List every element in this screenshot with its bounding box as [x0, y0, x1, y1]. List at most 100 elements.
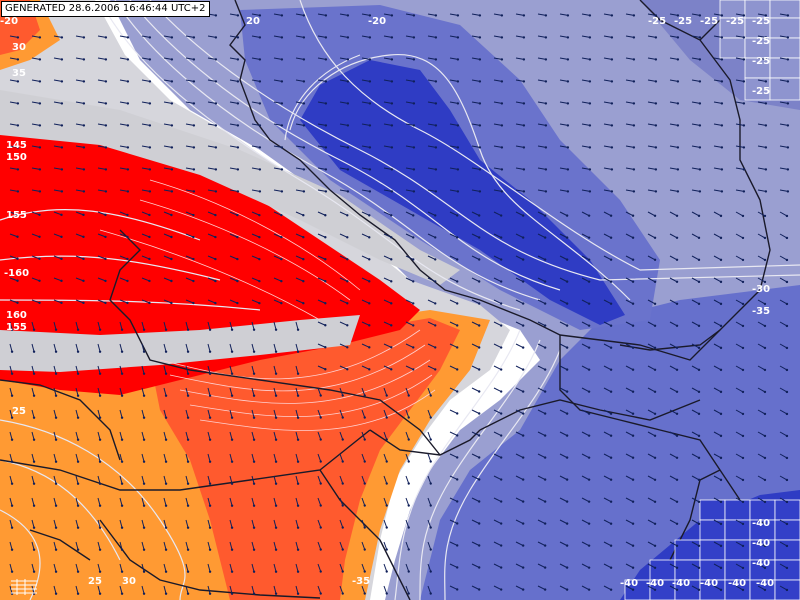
wind-arrow — [207, 57, 216, 60]
wind-arrow-head — [214, 235, 217, 239]
wind-arrow-head — [230, 394, 234, 397]
wind-arrow — [163, 343, 167, 352]
wind-arrow-head — [341, 482, 344, 485]
wind-arrow-head — [719, 456, 723, 460]
wind-arrow — [493, 321, 502, 326]
wind-arrow-head — [346, 102, 350, 105]
wind-arrow — [273, 431, 277, 440]
wind-arrow-head — [631, 522, 635, 525]
wind-arrow — [185, 343, 189, 352]
wind-arrow — [163, 453, 167, 462]
wind-arrow — [757, 541, 766, 547]
wind-arrow-head — [76, 350, 80, 353]
wind-arrow — [251, 431, 255, 440]
wind-arrow-head — [412, 124, 416, 127]
wind-arrow-head — [522, 58, 526, 61]
wind-arrow — [53, 563, 57, 572]
wind-arrow-head — [499, 280, 503, 283]
wind-arrow — [493, 541, 502, 546]
wind-arrow — [383, 585, 388, 594]
wind-arrow-head — [742, 102, 746, 105]
wind-arrow-head — [324, 168, 328, 171]
wind-arrow — [97, 409, 101, 418]
wind-arrow-head — [429, 526, 432, 529]
wind-arrow — [163, 475, 167, 484]
wind-arrow-head — [478, 146, 482, 149]
wind-arrow-head — [60, 146, 64, 149]
wind-arrow-head — [565, 566, 569, 569]
wind-arrow — [515, 299, 524, 305]
wind-arrow — [691, 431, 700, 437]
wind-arrow — [471, 365, 480, 370]
wind-arrow — [757, 277, 766, 283]
wind-arrow — [163, 365, 167, 374]
wind-arrow — [405, 255, 414, 260]
wind-arrow — [141, 519, 145, 528]
wind-arrow — [669, 57, 678, 60]
wind-arrow — [779, 409, 788, 415]
wind-arrow — [691, 167, 700, 170]
wind-arrow-head — [385, 460, 388, 463]
wind-arrow — [383, 101, 392, 104]
wind-arrow — [31, 255, 40, 260]
wind-arrow — [493, 211, 502, 216]
wind-arrow — [713, 145, 722, 148]
wind-arrow-head — [32, 570, 36, 573]
wind-arrow-head — [346, 324, 349, 327]
wind-arrow — [559, 541, 568, 547]
wind-arrow-head — [566, 168, 570, 171]
wind-arrow-head — [719, 390, 723, 394]
wind-arrow — [779, 233, 788, 239]
wind-arrow-head — [610, 190, 614, 193]
wind-arrow-head — [653, 522, 657, 525]
wind-arrow-head — [104, 301, 107, 305]
wind-arrow-head — [54, 416, 58, 419]
wind-arrow-head — [478, 80, 482, 83]
wind-arrow-head — [280, 80, 284, 83]
wind-arrow-head — [363, 482, 366, 485]
wind-arrow-head — [54, 482, 58, 485]
wind-arrow-head — [742, 14, 746, 17]
wind-arrow — [515, 563, 524, 569]
wind-arrow — [691, 277, 700, 283]
wind-arrow-head — [32, 504, 36, 507]
wind-arrow — [317, 387, 322, 396]
wind-arrow-head — [258, 36, 262, 39]
wind-arrow — [537, 255, 546, 261]
wind-arrow-head — [38, 190, 42, 193]
wind-arrow-head — [148, 36, 152, 39]
wind-arrow-head — [142, 526, 146, 529]
wind-arrow-head — [763, 478, 767, 482]
wind-arrow-head — [208, 394, 212, 397]
wind-arrow-head — [82, 146, 86, 149]
wind-arrow — [31, 541, 35, 550]
wind-arrow — [559, 299, 568, 305]
wind-arrow-head — [60, 190, 64, 193]
wind-arrow-head — [522, 36, 526, 39]
wind-arrow — [383, 497, 388, 506]
wind-arrow-head — [456, 302, 459, 305]
wind-arrow — [53, 167, 62, 170]
wind-arrow-head — [697, 390, 701, 394]
wind-arrow — [625, 101, 634, 104]
wind-arrow-head — [390, 102, 394, 105]
wind-arrow — [185, 233, 194, 238]
wind-arrow — [97, 365, 101, 374]
wind-arrow-head — [164, 482, 168, 485]
wind-arrow — [163, 299, 172, 304]
wind-arrow-head — [719, 302, 723, 306]
wind-arrow — [251, 563, 255, 572]
wind-arrow-head — [653, 434, 657, 437]
wind-arrow — [9, 453, 13, 462]
wind-arrow-head — [170, 235, 173, 239]
wind-arrow-head — [390, 302, 393, 305]
wind-arrow-head — [741, 456, 745, 460]
wind-arrow — [559, 57, 568, 60]
wind-arrow-head — [631, 346, 635, 349]
wind-arrow — [471, 145, 480, 148]
wind-arrow — [515, 167, 524, 170]
wind-arrow — [229, 189, 238, 192]
wind-arrow-head — [407, 504, 410, 507]
wind-arrow-head — [302, 258, 305, 261]
wind-arrow — [97, 189, 106, 192]
